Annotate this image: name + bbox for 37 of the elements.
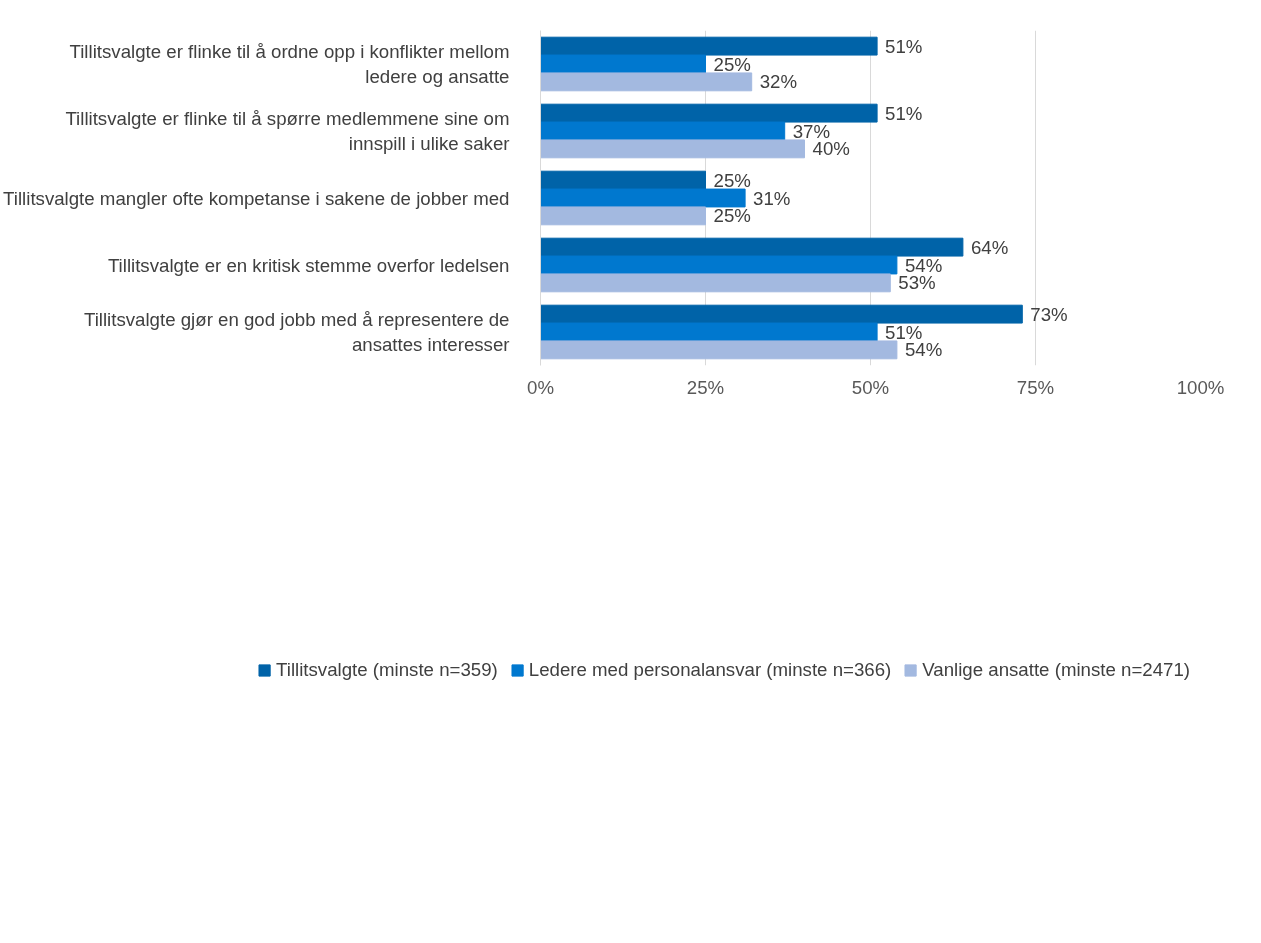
x-tick-label: 100%	[1176, 376, 1225, 398]
x-tick-label: 75%	[1016, 376, 1055, 398]
data-label: 51%	[885, 35, 923, 57]
bar	[540, 170, 706, 190]
bar	[540, 206, 706, 226]
y-tick-label: Tillitsvalgte er flinke til å spørre medlemmene sine om innspill i ulike saker	[65, 107, 510, 155]
bar	[540, 139, 805, 159]
y-tick-label: Tillitsvalgte mangler ofte kompetanse i sakene de jobber med	[3, 187, 510, 209]
bar	[540, 121, 786, 141]
bar	[540, 340, 898, 360]
legend-label: Vanlige ansatte (minste n=2471)	[922, 659, 1190, 681]
x-tick-label: 0%	[527, 376, 554, 398]
bar	[540, 273, 891, 293]
data-label: 64%	[970, 236, 1009, 258]
bar	[540, 54, 706, 74]
legend-label: Ledere med personalansvar (minste n=366)	[528, 659, 892, 681]
bar	[540, 322, 878, 342]
data-label: 25%	[713, 205, 751, 227]
bar	[540, 103, 878, 123]
data-label: 25%	[713, 169, 751, 191]
data-label: 73%	[1030, 303, 1068, 325]
x-tick-label: 50%	[851, 376, 890, 398]
data-label: 51%	[885, 102, 923, 124]
y-tick-label: Tillitsvalgte er flinke til å ordne opp i konflikter mellom ledere og ansatte	[69, 40, 510, 88]
bar	[540, 304, 1023, 324]
bar	[540, 255, 898, 275]
bar	[540, 237, 964, 257]
data-label: 32%	[759, 71, 798, 93]
data-label: 25%	[713, 53, 751, 75]
bar	[540, 188, 746, 208]
bar	[540, 72, 753, 92]
y-tick-label: Tillitsvalgte er en kritisk stemme overfor ledelsen	[107, 254, 510, 276]
x-tick-label: 25%	[686, 376, 725, 398]
y-tick-label: Tillitsvalgte gjør en god jobb med å representere de ansattes interesser	[83, 308, 510, 356]
legend-label: Tillitsvalgte (minste n=359)	[276, 659, 498, 681]
bar	[540, 36, 878, 56]
data-label: 31%	[753, 187, 791, 209]
